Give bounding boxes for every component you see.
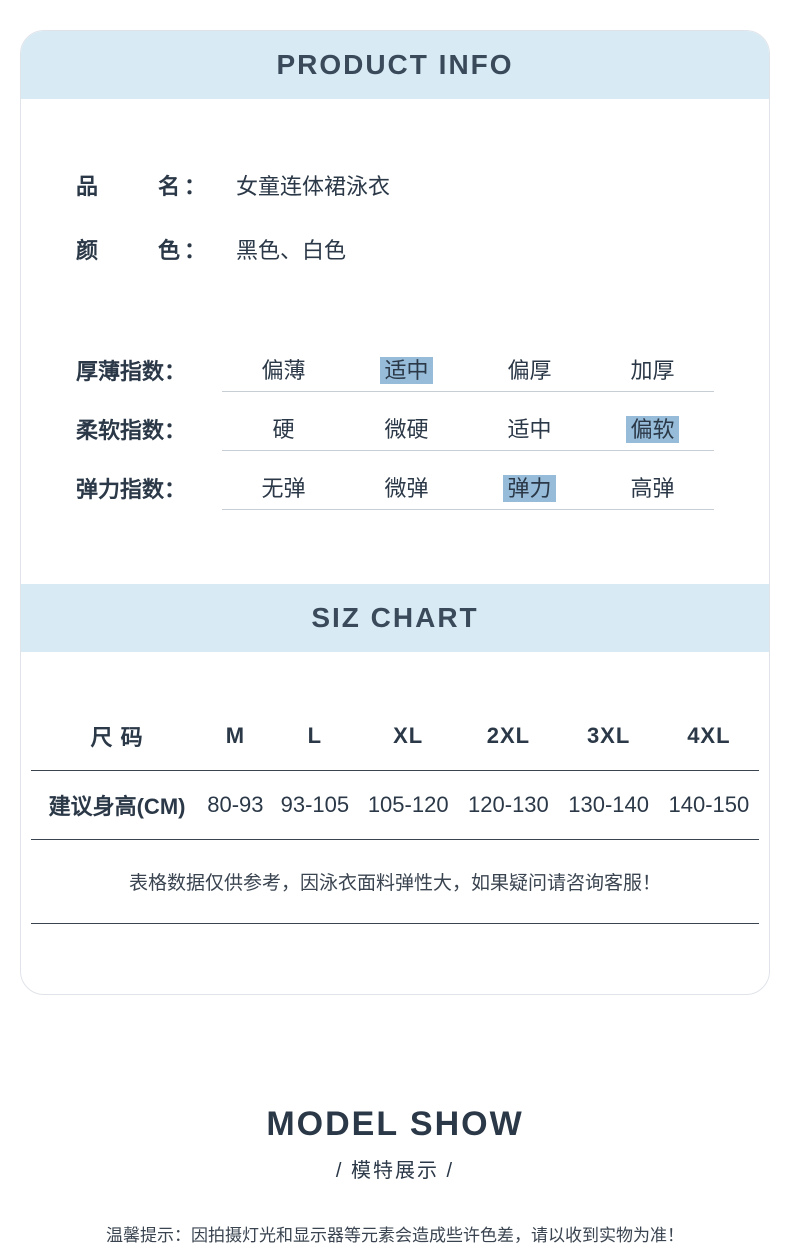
size-cell: 120-130: [458, 771, 558, 840]
size-col: M: [199, 702, 272, 771]
index-options: 无弹微弹弹力高弹: [222, 465, 714, 510]
size-chart-block: 尺 码 MLXL2XL3XL4XL 建议身高(CM) 80-9393-10510…: [21, 652, 769, 994]
index-option: 微弹: [345, 465, 468, 510]
product-card: PRODUCT INFO 品 名 ： 女童连体裙泳衣 颜 色 ： 黑色、白色 厚…: [20, 30, 770, 995]
index-option: 无弹: [222, 465, 345, 510]
index-option: 加厚: [591, 347, 714, 392]
size-col: L: [272, 702, 358, 771]
model-show-tip: 温馨提示：因拍摄灯光和显示器等元素会造成些许色差，请以收到实物为准！: [0, 1221, 790, 1252]
info-row-name: 品 名 ： 女童连体裙泳衣: [76, 169, 714, 201]
index-option: 适中: [468, 406, 591, 451]
index-block: 厚薄指数：偏薄适中偏厚加厚柔软指数：硬微硬适中偏软弹力指数：无弹微弹弹力高弹: [21, 337, 769, 584]
info-label: 品 名 ：: [76, 169, 206, 201]
index-row: 厚薄指数： 偏薄适中偏厚加厚: [76, 347, 714, 392]
info-label: 颜 色 ：: [76, 233, 206, 265]
index-option: 偏厚: [468, 347, 591, 392]
index-options: 硬微硬适中偏软: [222, 406, 714, 451]
size-cell: 140-150: [659, 771, 759, 840]
index-option: 弹力: [468, 465, 591, 510]
size-col: 2XL: [458, 702, 558, 771]
size-note: 表格数据仅供参考，因泳衣面料弹性大，如果疑问请咨询客服！: [31, 840, 759, 924]
size-cell: 130-140: [559, 771, 659, 840]
size-col: XL: [358, 702, 458, 771]
size-col: 3XL: [559, 702, 659, 771]
size-row-label: 建议身高(CM): [31, 771, 199, 840]
index-option: 微硬: [345, 406, 468, 451]
size-cell: 80-93: [199, 771, 272, 840]
product-info-header: PRODUCT INFO: [21, 31, 769, 99]
size-col: 4XL: [659, 702, 759, 771]
info-value-name: 女童连体裙泳衣: [236, 169, 390, 201]
index-row: 柔软指数： 硬微硬适中偏软: [76, 406, 714, 451]
index-label: 弹力指数：: [76, 472, 206, 504]
size-col-label: 尺 码: [31, 702, 199, 771]
size-table: 尺 码 MLXL2XL3XL4XL 建议身高(CM) 80-9393-10510…: [31, 702, 759, 840]
index-row: 弹力指数： 无弹微弹弹力高弹: [76, 465, 714, 510]
index-option: 偏软: [591, 406, 714, 451]
info-row-color: 颜 色 ： 黑色、白色: [76, 233, 714, 265]
index-option: 适中: [345, 347, 468, 392]
index-options: 偏薄适中偏厚加厚: [222, 347, 714, 392]
index-option: 硬: [222, 406, 345, 451]
model-show-section: MODEL SHOW / 模特展示 / 温馨提示：因拍摄灯光和显示器等元素会造成…: [0, 1105, 790, 1252]
info-block: 品 名 ： 女童连体裙泳衣 颜 色 ： 黑色、白色: [21, 99, 769, 337]
size-header-row: 尺 码 MLXL2XL3XL4XL: [31, 702, 759, 771]
index-label: 柔软指数：: [76, 413, 206, 445]
size-chart-header: SIZ CHART: [21, 584, 769, 652]
index-option: 高弹: [591, 465, 714, 510]
size-data-row: 建议身高(CM) 80-9393-105105-120120-130130-14…: [31, 771, 759, 840]
index-label: 厚薄指数：: [76, 354, 206, 386]
model-show-subtitle: / 模特展示 /: [0, 1154, 790, 1183]
index-option: 偏薄: [222, 347, 345, 392]
size-cell: 105-120: [358, 771, 458, 840]
info-value-color: 黑色、白色: [236, 233, 346, 265]
size-cell: 93-105: [272, 771, 358, 840]
model-show-title: MODEL SHOW: [0, 1105, 790, 1144]
